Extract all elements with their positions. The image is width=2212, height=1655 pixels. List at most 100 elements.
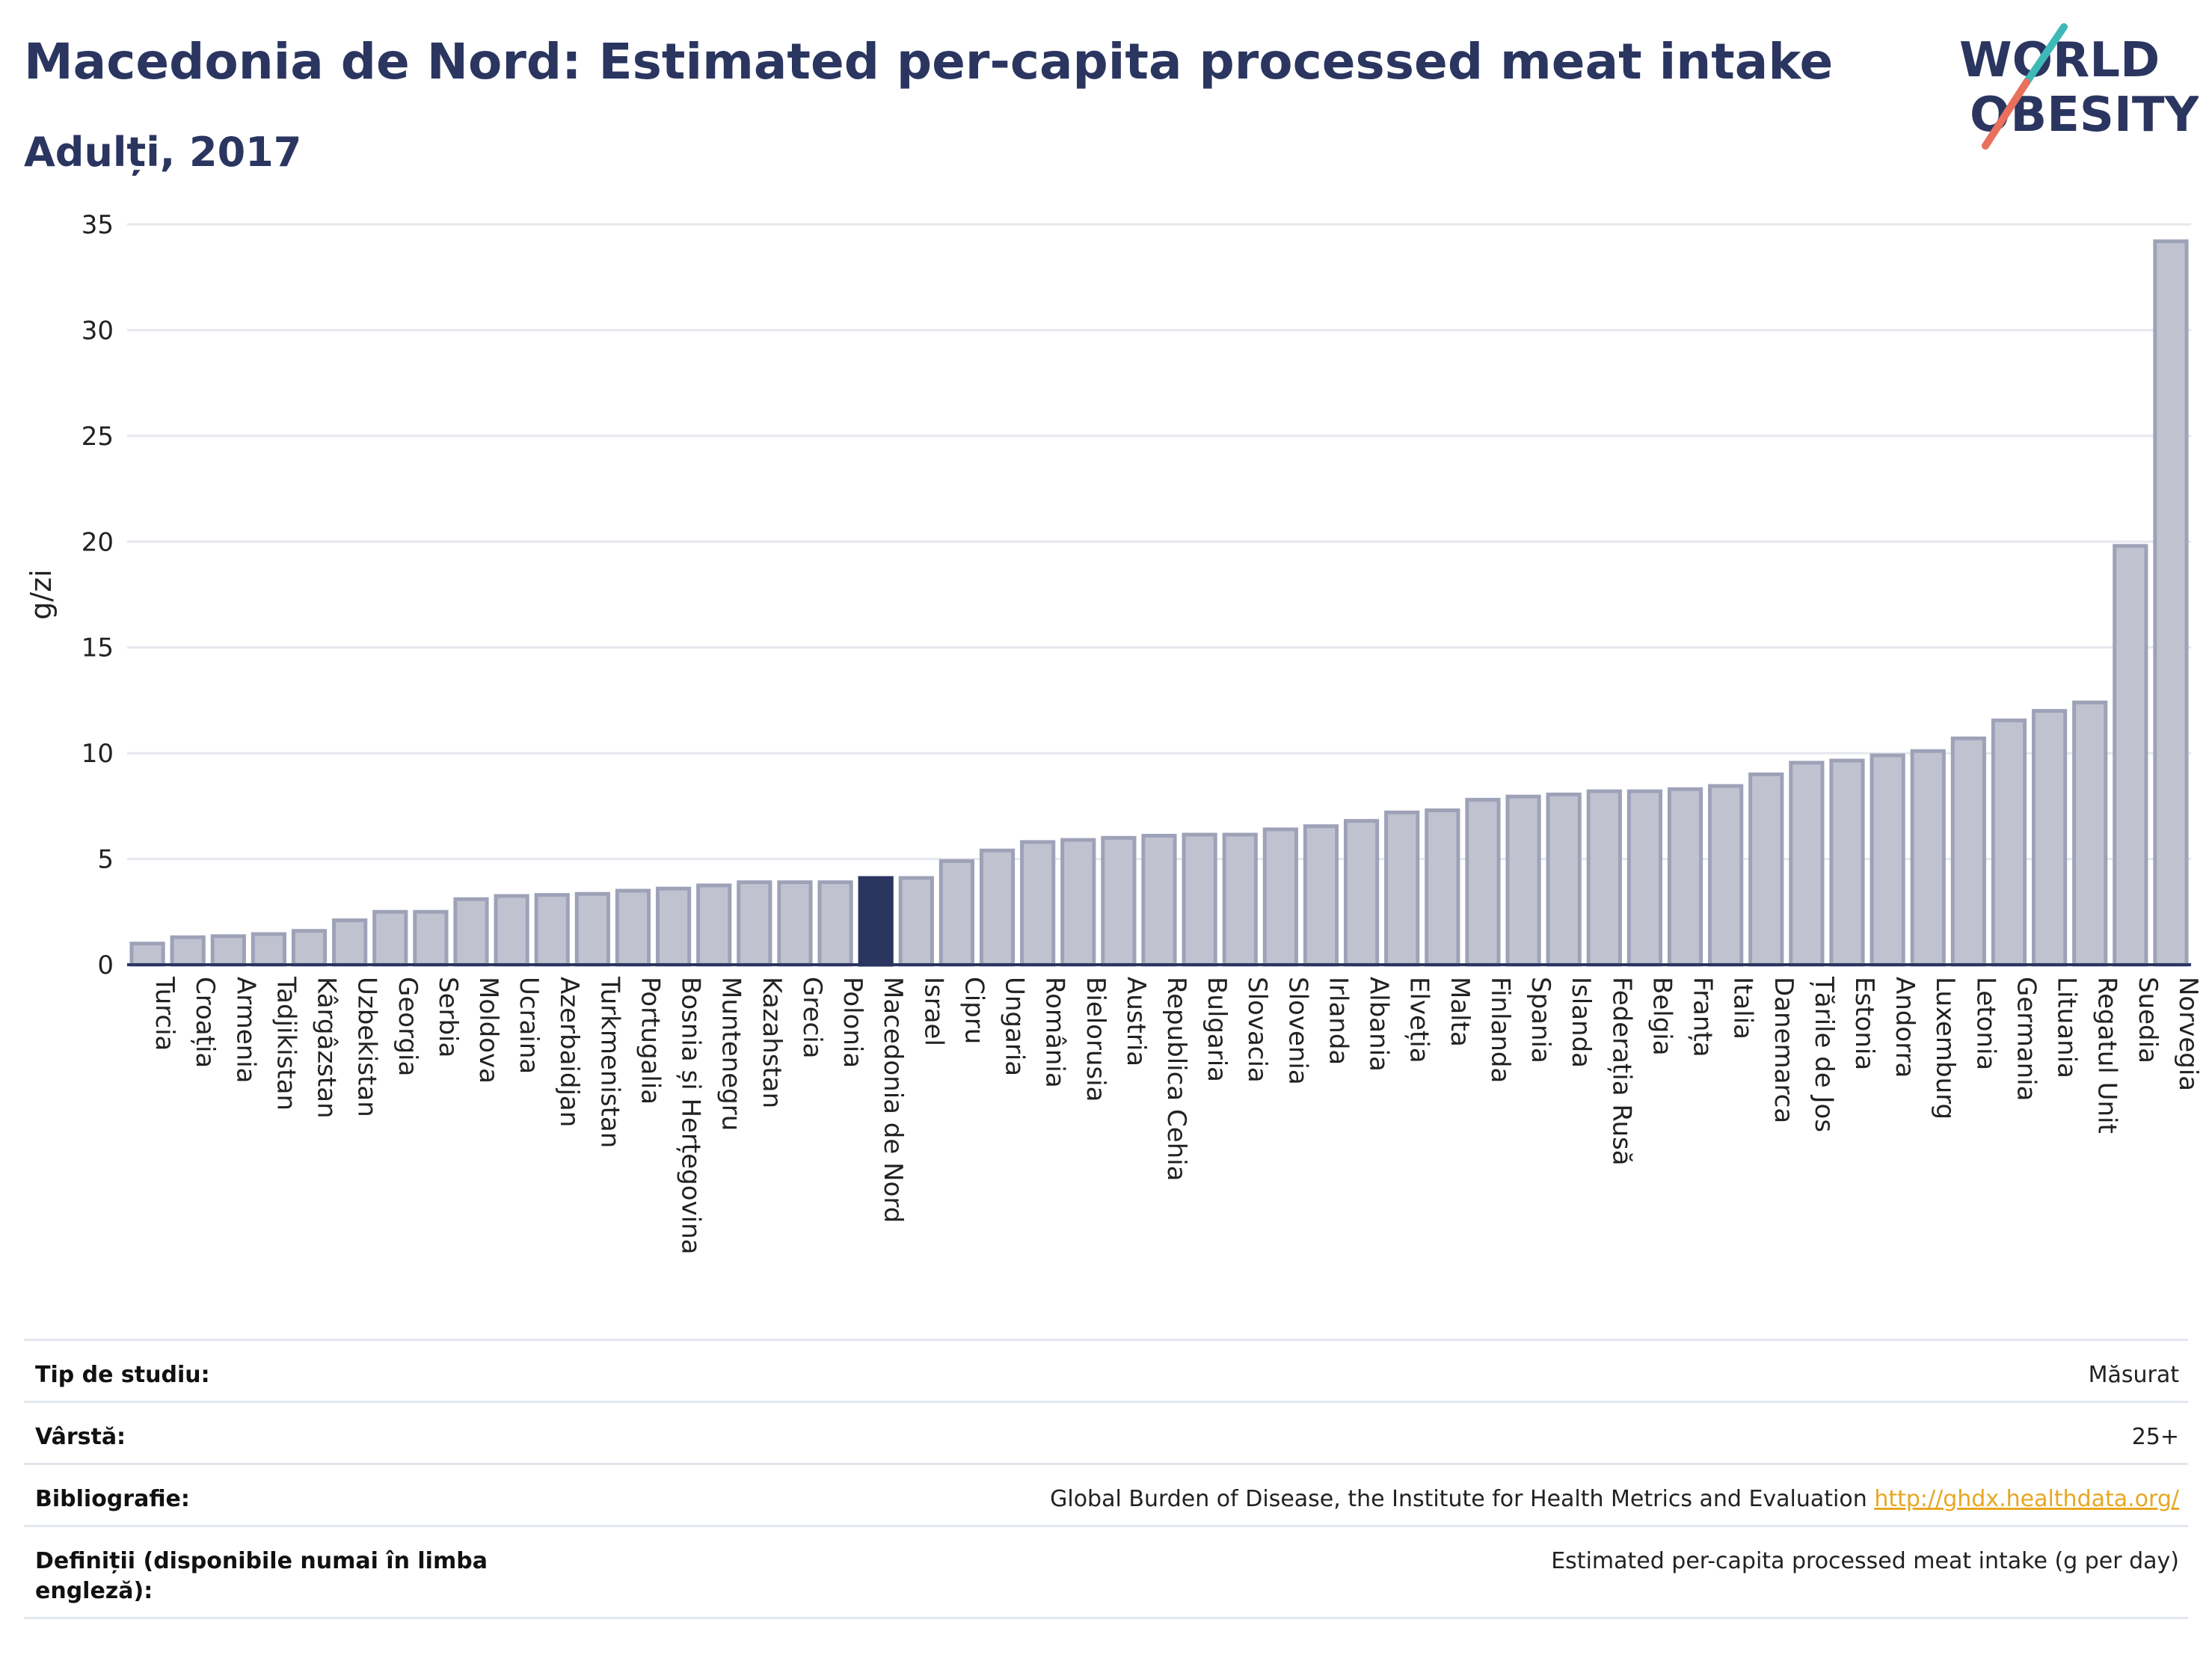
x-tick-label: Ungaria [1000,977,1030,1076]
bar [1141,833,1177,967]
bar [1626,789,1663,967]
bar [2072,700,2108,967]
bar [251,932,287,967]
x-tick-label: Bielorusia [1081,977,1110,1102]
x-tick-label: Germania [2011,977,2041,1101]
x-tick-label: Croația [190,977,220,1068]
meta-value: Global Burden of Disease, the Institute … [1050,1484,2179,1514]
bar [1020,840,1056,967]
bar [1546,792,1582,967]
bar [1222,832,1258,967]
x-tick-label: Malta [1445,977,1475,1047]
x-tick-label: Slovacia [1242,977,1272,1083]
bar [817,880,853,967]
bibliography-text: Global Burden of Disease, the Institute … [1050,1486,1867,1512]
x-tick-label: Spania [1526,977,1555,1063]
bar [1101,835,1137,967]
bar [1870,753,1905,967]
bar [1789,761,1825,967]
meta-value: 25+ [2131,1424,2179,1450]
y-tick-label: 20 [82,527,114,557]
x-tick-label: Turcia [150,976,179,1051]
bar [1667,787,1703,967]
bar [534,893,570,967]
bar [2153,239,2189,967]
world-obesity-logo[interactable]: WORLD OBESITY [1952,22,2199,157]
meta-row-age: Vârstă: 25+ [24,1401,2188,1463]
x-tick-label: Ucraina [514,977,544,1074]
y-axis-label: g/zi [25,569,58,619]
bar [777,880,813,967]
x-tick-label: Uzbekistan [352,977,382,1117]
bar [453,897,489,967]
bar [737,880,772,967]
x-tick-label: Austria [1121,977,1151,1066]
bar [413,909,449,967]
bar [655,886,692,967]
bar [1060,838,1096,967]
metadata-table: Tip de studiu: Măsurat Vârstă: 25+ Bibli… [24,1339,2188,1619]
y-tick-label: 15 [82,633,114,663]
bar-chart: 0 5 10 15 20 25 30 35 g/zi Turcia Croația Armenia Ta… [25,210,2203,1255]
x-tick-label: Suedia [2133,977,2163,1063]
bar [1262,827,1298,967]
x-tick-label: Elveția [1404,977,1434,1063]
bar [979,848,1016,967]
x-tick-label: Finlanda [1485,977,1515,1083]
bar [291,929,328,967]
x-tick-label: Kazahstan [757,977,787,1108]
y-tick-label: 10 [82,739,114,769]
x-tick-label: Republica Cehia [1161,977,1191,1181]
bar [1991,718,2027,967]
bar [1425,808,1460,967]
y-tick-label: 0 [97,951,114,980]
bar [170,935,206,967]
chart-title: Macedonia de Nord: Estimated per-capita … [24,33,1834,90]
x-tick-label: Cipru [959,977,989,1044]
x-tick-label: Islanda [1566,977,1596,1068]
chart-subtitle: Adulți, 2017 [24,129,302,176]
x-tick-label: Danemarca [1769,977,1798,1123]
x-tick-label: Andorra [1890,977,1920,1078]
x-tick-label: Belgia [1647,977,1677,1056]
y-tick-label: 35 [82,210,114,240]
y-tick-label: 25 [82,422,114,452]
x-tick-label: Grecia [797,977,827,1058]
bar [494,894,529,967]
x-tick-label: Luxemburg [1930,977,1960,1120]
bar [1829,758,1865,967]
bar [696,883,732,967]
x-tick-label: Norvegia [2173,977,2203,1091]
bar [898,876,934,967]
x-tick-label: Bosnia și Herțegovina [676,977,706,1255]
bar [615,888,651,967]
meta-label: Bibliografie: [35,1486,190,1512]
x-tick-label: Franța [1688,977,1718,1057]
bar [1465,797,1501,967]
x-tick-label: Kârgâzstan [312,977,342,1119]
bar [1505,794,1541,967]
bar [574,891,610,967]
bar [1303,824,1339,967]
x-tick-label: Portugalia [635,977,665,1105]
x-tick-label: Bulgaria [1202,977,1232,1082]
x-tick-label: Țările de Jos [1809,976,1839,1132]
bar [129,942,165,967]
meta-label: Tip de studiu: [35,1362,210,1388]
meta-label: Vârstă: [35,1424,126,1450]
bar [372,909,408,967]
x-tick-label: Moldova [473,977,503,1084]
x-tick-label: Muntenegru [716,977,746,1131]
x-tick-label: Letonia [1970,977,2000,1070]
x-tick-label: România [1040,977,1070,1088]
meta-row-study-type: Tip de studiu: Măsurat [24,1339,2188,1401]
x-tick-label: Italia [1728,977,1758,1040]
x-tick-label: Georgia [393,977,423,1076]
x-tick-label: Tadjikistan [271,976,301,1111]
x-tick-label: Lituania [2052,977,2082,1078]
x-tick-label: Serbia [433,977,463,1057]
bar [1586,789,1622,967]
meta-value: Măsurat [2088,1362,2179,1388]
x-tick-label: Regatul Unit [2092,977,2122,1134]
bibliography-link[interactable]: http://ghdx.healthdata.org/ [1874,1486,2179,1512]
